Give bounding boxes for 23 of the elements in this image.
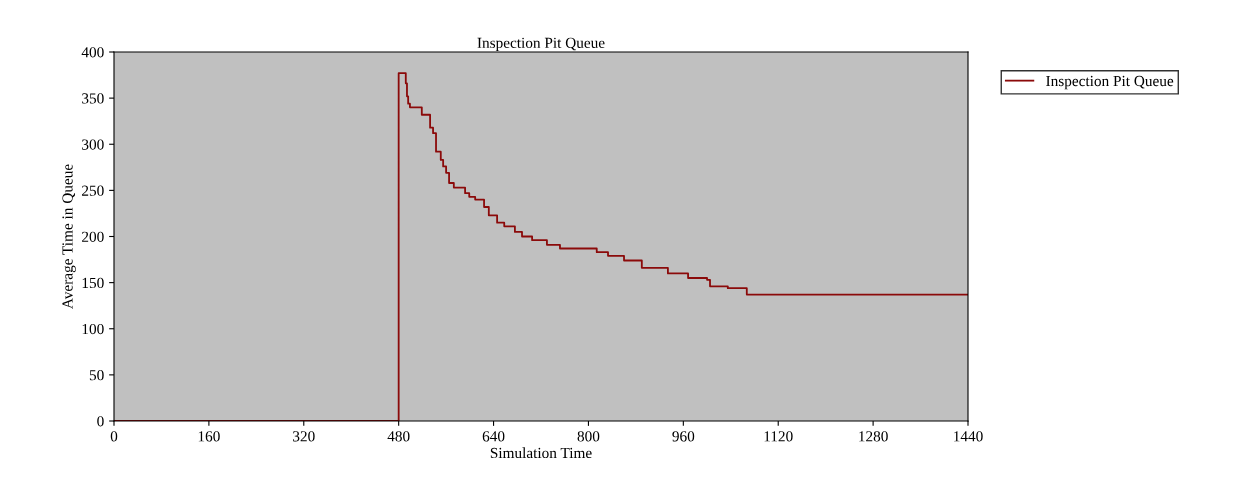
x-tick-label: 1440	[954, 431, 983, 442]
y-tick-label: 0	[97, 416, 104, 427]
x-axis-title: Simulation Time	[490, 447, 592, 459]
y-tick-label: 400	[81, 47, 104, 58]
y-tick-label: 100	[82, 323, 104, 335]
y-tick-label: 250	[82, 185, 104, 196]
x-tick-label: 480	[387, 431, 410, 442]
y-tick-label: 350	[82, 93, 104, 104]
x-tick-label: 320	[293, 431, 315, 442]
y-tick-label: 300	[82, 139, 104, 150]
x-tick-label: 960	[672, 431, 695, 442]
legend-label: Inspection Pit Queue	[1046, 75, 1174, 90]
x-tick-label: 1120	[764, 431, 793, 442]
x-tick-label: 1280	[859, 431, 888, 442]
x-tick-label: 800	[577, 431, 600, 442]
x-tick-label: 0	[110, 431, 118, 442]
y-axis-title: Average Time in Queue	[62, 164, 76, 309]
y-tick-label: 150	[82, 277, 104, 289]
x-tick-label: 160	[198, 431, 220, 442]
y-tick-label: 200	[82, 231, 104, 242]
y-tick-label: 50	[89, 370, 104, 381]
chart-title: Inspection Pit Queue	[477, 37, 605, 52]
x-tick-label: 640	[482, 431, 505, 442]
